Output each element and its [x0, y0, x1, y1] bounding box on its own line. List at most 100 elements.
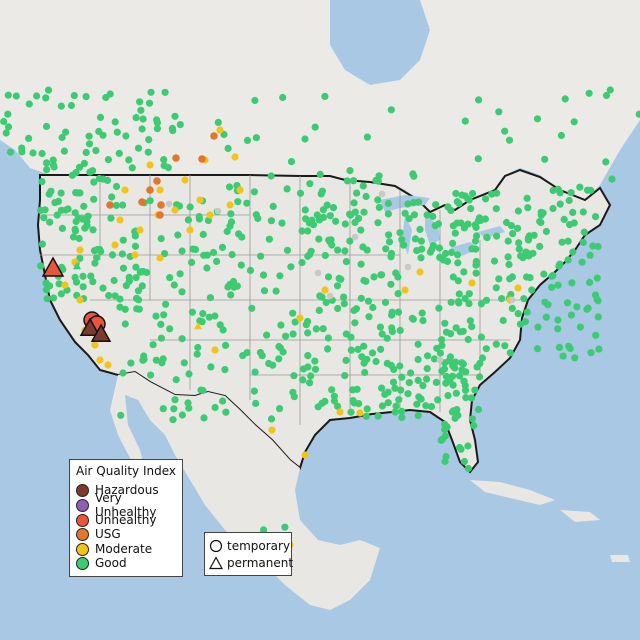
legend-label-very-unhealthy: Very Unhealthy [95, 491, 157, 519]
station-marker [57, 206, 65, 214]
station-marker [358, 353, 366, 361]
station-marker [354, 345, 362, 353]
station-marker [329, 204, 338, 212]
station-marker [137, 106, 145, 114]
station-marker [307, 247, 315, 255]
station-marker [4, 110, 12, 118]
station-marker [395, 396, 403, 404]
station-marker [514, 224, 522, 232]
station-marker [478, 354, 487, 362]
station-marker [576, 183, 584, 191]
station-marker [565, 342, 573, 350]
station-marker [368, 349, 377, 357]
station-marker [248, 304, 256, 312]
legend-label-usg: USG [95, 527, 121, 541]
station-marker [206, 294, 214, 302]
station-marker [176, 270, 184, 278]
station-marker [86, 168, 94, 176]
station-marker [594, 313, 602, 321]
station-marker [199, 310, 207, 318]
station-marker [304, 252, 312, 260]
station-marker [557, 131, 566, 140]
station-marker [384, 399, 392, 407]
station-marker [279, 348, 287, 356]
station-marker [482, 195, 490, 203]
station-marker [184, 399, 192, 407]
station-marker [328, 386, 336, 394]
station-marker [560, 215, 568, 223]
station-marker [383, 359, 391, 367]
station-marker [276, 272, 284, 280]
station-marker [287, 158, 296, 166]
station-marker [422, 402, 430, 410]
station-marker [147, 371, 155, 379]
station-marker [357, 260, 365, 268]
station-marker [304, 329, 312, 337]
station-marker-moderate [136, 226, 144, 234]
station-marker [104, 156, 112, 164]
station-marker [556, 260, 564, 268]
station-marker [360, 359, 368, 367]
station-marker [376, 323, 384, 331]
station-marker [2, 129, 10, 137]
station-marker [57, 102, 65, 110]
station-marker [441, 457, 449, 466]
station-marker [475, 96, 483, 104]
station-marker [635, 110, 640, 118]
station-marker [434, 396, 442, 404]
station-marker [341, 247, 349, 255]
station-marker [223, 227, 231, 236]
station-marker [482, 296, 491, 304]
station-marker [454, 259, 462, 267]
station-marker-moderate [236, 186, 244, 194]
station-marker [117, 411, 125, 419]
station-marker [347, 346, 355, 354]
station-marker [568, 279, 576, 287]
station-marker [302, 321, 310, 329]
station-marker [375, 203, 383, 212]
station-marker [139, 268, 147, 276]
station-marker [455, 199, 463, 207]
station-marker [442, 249, 450, 258]
station-marker [219, 326, 227, 334]
station-marker [218, 243, 227, 251]
station-marker [72, 278, 81, 286]
station-marker [290, 393, 298, 401]
station-marker [291, 318, 299, 326]
station-marker [224, 144, 232, 152]
station-marker [333, 282, 342, 290]
station-marker-moderate [226, 201, 234, 209]
station-marker [153, 125, 161, 133]
station-marker [96, 113, 105, 121]
station-marker [523, 308, 531, 316]
station-marker [398, 373, 406, 381]
station-marker-permanent-moderate [194, 322, 202, 330]
station-marker [282, 332, 290, 340]
station-marker [449, 273, 457, 281]
station-marker [111, 118, 119, 126]
station-marker-moderate [76, 296, 84, 304]
station-marker [589, 242, 597, 250]
station-marker [341, 372, 349, 380]
station-marker [132, 294, 141, 302]
station-marker [171, 396, 179, 404]
station-marker [423, 375, 431, 383]
station-marker [349, 386, 357, 394]
station-marker [501, 127, 509, 135]
station-marker-moderate [181, 176, 189, 184]
station-marker [238, 233, 246, 241]
station-marker [342, 330, 350, 338]
station-marker-moderate [206, 211, 214, 219]
station-marker [471, 237, 480, 245]
station-marker [464, 464, 472, 473]
station-marker [506, 275, 514, 283]
station-marker [82, 93, 90, 101]
triangle-icon [209, 556, 223, 570]
station-marker [515, 245, 523, 253]
station-marker [313, 211, 321, 219]
station-marker [355, 400, 363, 408]
station-marker [501, 342, 509, 350]
station-marker [18, 148, 26, 156]
station-marker [180, 359, 188, 367]
